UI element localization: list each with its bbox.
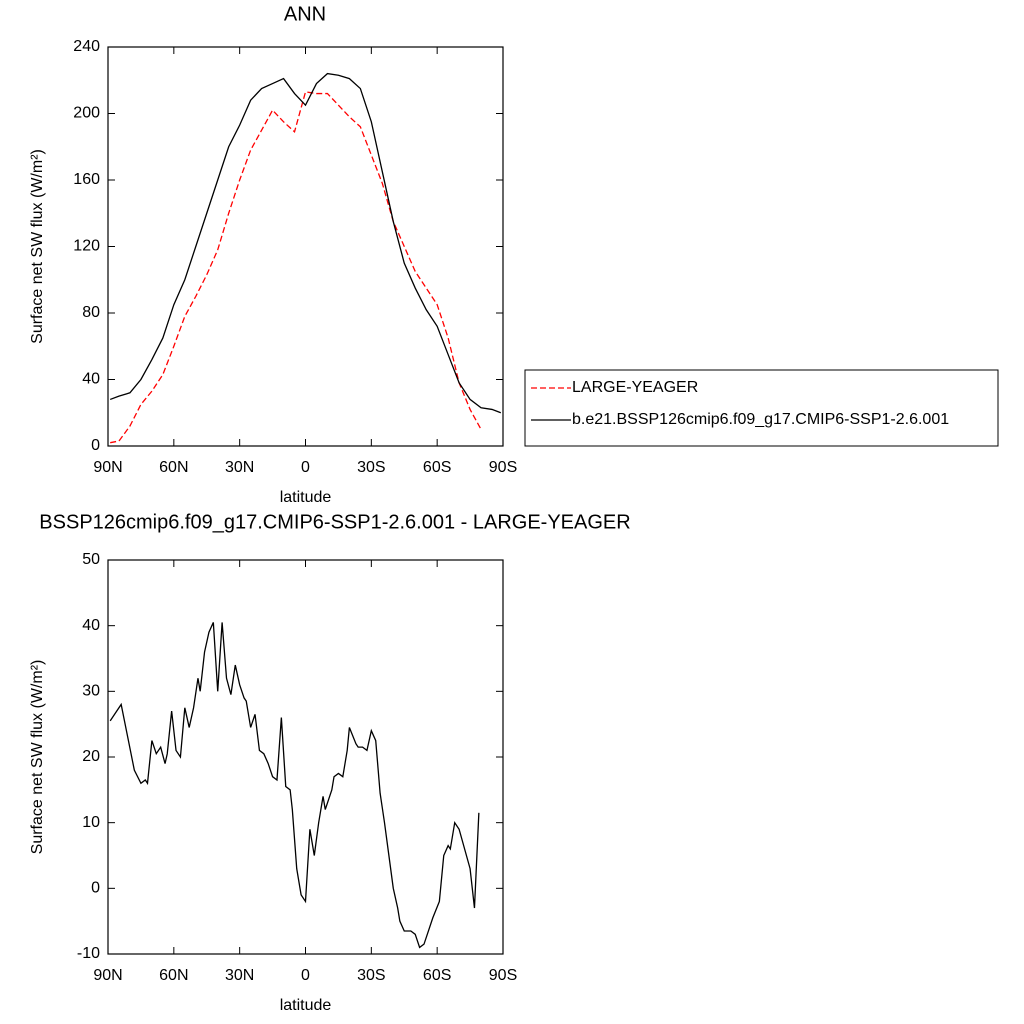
y-tick-label: 80 [82,304,100,321]
x-tick-label: 90S [489,459,517,476]
plot-frame [107,46,504,447]
y-tick-label: 30 [82,683,100,700]
chart-title: ANN [284,3,326,25]
x-axis-label: latitude [280,997,332,1014]
y-tick-label: 20 [82,748,100,765]
x-tick-label: 60S [423,459,451,476]
data-line [110,91,482,444]
x-tick-label: 0 [301,967,310,984]
data-line [109,72,502,414]
y-tick-label: 10 [82,814,100,831]
y-tick-label: 40 [82,371,100,388]
chart-title: BSSP126cmip6.f09_g17.CMIP6-SSP1-2.6.001 … [39,511,630,533]
y-tick-label: -10 [77,945,100,962]
x-tick-label: 60N [159,459,188,476]
x-tick-label: 30N [225,459,254,476]
x-tick-label: 30N [225,967,254,984]
y-tick-label: 0 [91,437,100,454]
x-tick-label: 90N [93,459,122,476]
x-axis-label: latitude [280,489,332,506]
x-tick-label: 30S [357,459,385,476]
y-axis-label: Surface net SW flux (W/m²) [29,149,46,344]
y-tick-label: 240 [73,38,100,55]
y-tick-label: 50 [82,551,100,568]
x-tick-label: 0 [301,459,310,476]
y-tick-label: 40 [82,617,100,634]
legend-box [524,369,999,447]
y-axis-label: Surface net SW flux (W/m²) [29,660,46,855]
y-tick-label: 160 [73,171,100,188]
legend-label: b.e21.BSSP126cmip6.f09_g17.CMIP6-SSP1-2.… [572,411,949,428]
y-tick-label: 0 [91,880,100,897]
y-tick-label: 120 [73,238,100,255]
data-line [109,622,480,949]
legend-label: LARGE-YEAGER [572,379,698,396]
x-tick-label: 60N [159,967,188,984]
x-tick-label: 60S [423,967,451,984]
y-tick-label: 200 [73,105,100,122]
x-tick-label: 90S [489,967,517,984]
x-tick-label: 30S [357,967,385,984]
x-tick-label: 90N [93,967,122,984]
